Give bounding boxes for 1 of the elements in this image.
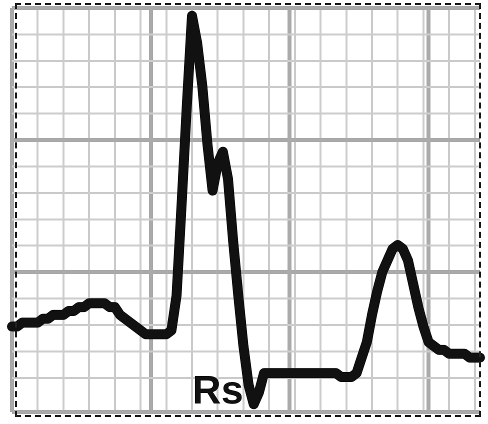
annotation: Rs [192,368,244,412]
